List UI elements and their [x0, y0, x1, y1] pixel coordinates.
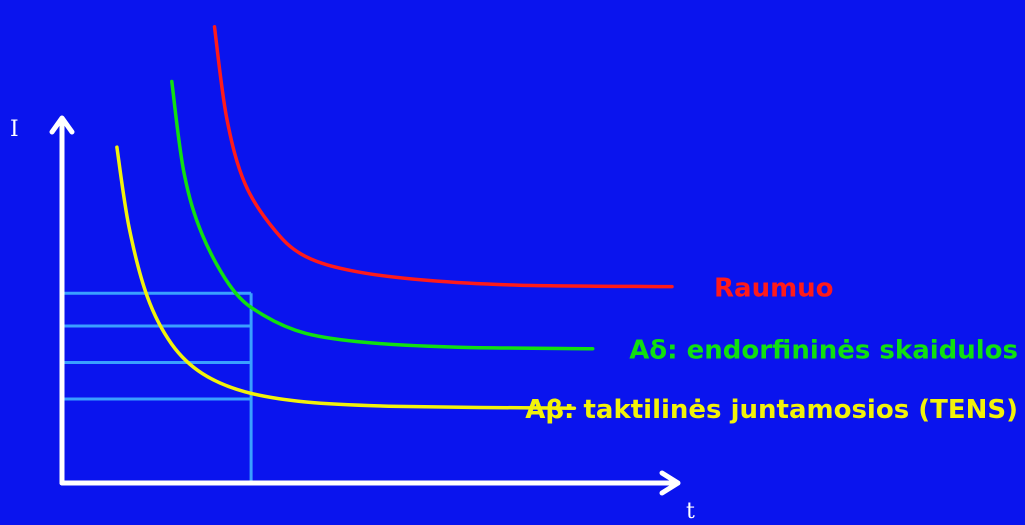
series-line-a-beta — [115, 145, 577, 410]
series-labels: Raumuo Aδ: endorfininės skaidulos Aβ: takt… — [525, 274, 1018, 426]
y-axis-label: I — [10, 117, 19, 142]
axes: I t — [10, 115, 695, 524]
y-axis-arrow-icon — [49, 115, 75, 135]
series-label-a-beta: Aβ: taktilinės juntamosios (TENS) — [525, 395, 1018, 425]
series-line-raumuo — [212, 25, 674, 289]
x-axis-label: t — [686, 499, 695, 524]
x-axis-arrow-icon — [659, 470, 681, 496]
series-line-a-delta — [170, 79, 595, 351]
grid — [62, 291, 253, 483]
series-label-raumuo: Raumuo — [714, 274, 834, 304]
series-label-a-delta: Aδ: endorfininės skaidulos — [629, 336, 1018, 366]
series — [115, 25, 674, 410]
